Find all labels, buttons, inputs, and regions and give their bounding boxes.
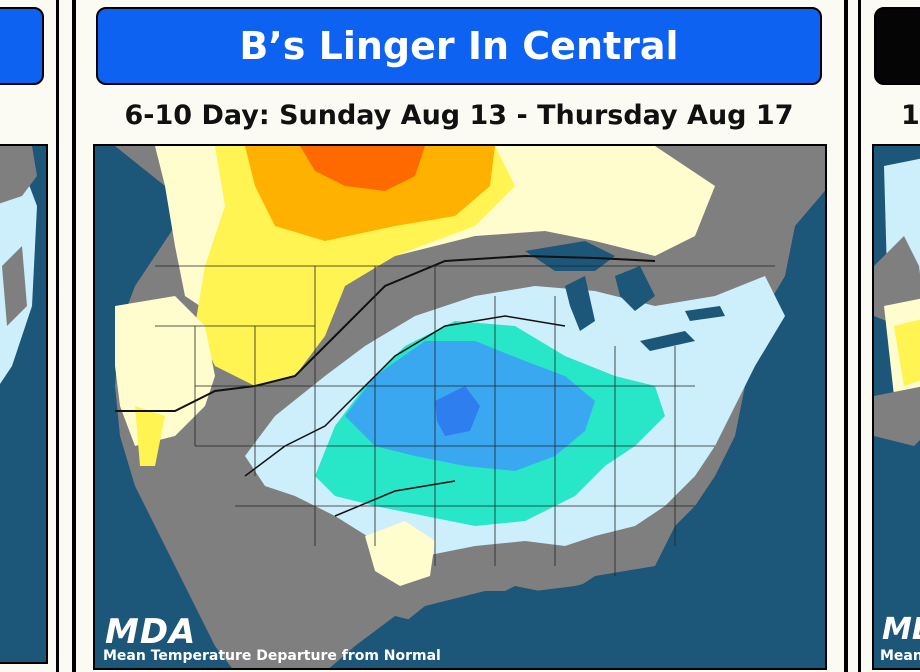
right-map: MD Mean <box>872 144 920 670</box>
separator-right <box>844 0 848 672</box>
separator-right-2 <box>858 0 861 672</box>
right-subtitle-fragment: 1 <box>901 100 920 131</box>
left-title-bar <box>0 7 44 85</box>
mda-logo: MDA <box>105 612 196 652</box>
main-title: B’s Linger In Central <box>98 9 820 83</box>
main-title-bar: B’s Linger In Central <box>96 7 822 85</box>
right-map-graphic <box>874 146 920 670</box>
map-caption: Mean Temperature Departure from Normal <box>103 648 441 664</box>
right-title-bar <box>874 7 920 85</box>
right-panel: 1 MD Mean <box>866 0 920 672</box>
mda-logo-right: MD <box>882 612 920 647</box>
map-caption-right: Mean <box>880 648 920 664</box>
left-map <box>0 144 48 664</box>
separator-left-2 <box>72 0 76 672</box>
separator-left <box>56 0 59 672</box>
date-range-subtitle: 6-10 Day: Sunday Aug 13 - Thursday Aug 1… <box>78 100 840 131</box>
left-map-graphic <box>0 146 48 664</box>
temperature-departure-map <box>95 146 827 670</box>
left-panel <box>0 0 52 672</box>
main-panel: B’s Linger In Central 6-10 Day: Sunday A… <box>78 0 840 672</box>
temperature-map: MDA Mean Temperature Departure from Norm… <box>93 144 827 670</box>
